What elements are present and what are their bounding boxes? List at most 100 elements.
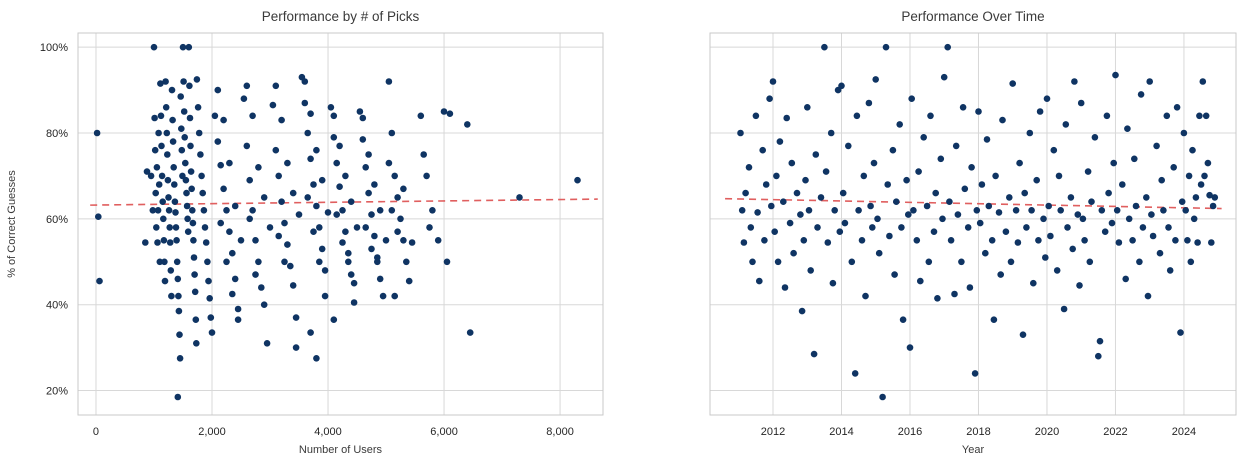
- scatter-point: [1153, 142, 1160, 150]
- scatter-point: [1110, 159, 1117, 167]
- scatter-point: [313, 202, 320, 210]
- scatter-point: [287, 262, 294, 270]
- scatter-point: [1204, 159, 1212, 167]
- scatter-point: [1148, 211, 1155, 218]
- scatter-point: [330, 112, 338, 120]
- scatter-point: [1211, 194, 1219, 201]
- scatter-point: [169, 138, 177, 145]
- scatter-point: [229, 249, 236, 257]
- scatter-point: [142, 239, 149, 246]
- scatter-point: [976, 219, 984, 227]
- scatter-point: [975, 108, 982, 115]
- scatter-point: [1156, 249, 1164, 257]
- scatter-point: [333, 211, 341, 218]
- scatter-point: [1101, 228, 1109, 235]
- scatter-point: [1069, 245, 1076, 253]
- scatter-point: [289, 189, 297, 197]
- scatter-point: [275, 172, 283, 180]
- scatter-point: [889, 146, 897, 154]
- scatter-point: [143, 168, 151, 175]
- scatter-point: [1016, 159, 1023, 167]
- scatter-point: [776, 138, 784, 145]
- scatter-point: [281, 258, 288, 266]
- scatter-point: [1096, 337, 1104, 345]
- scatter-point: [168, 86, 176, 94]
- scatter-point: [964, 224, 972, 231]
- scatter-point: [255, 258, 262, 266]
- scatter-point: [275, 232, 283, 240]
- scatter-point: [217, 219, 224, 227]
- scatter-point: [198, 172, 205, 180]
- scatter-point: [307, 155, 314, 163]
- scatter-point: [172, 209, 179, 216]
- scatter-point: [1177, 329, 1184, 336]
- x-tick-label: 2016: [898, 426, 922, 438]
- scatter-point: [990, 316, 998, 324]
- scatter-point: [336, 142, 343, 150]
- scatter-point: [174, 393, 182, 401]
- scatter-point: [1139, 224, 1147, 231]
- scatter-point: [440, 108, 448, 115]
- scatter-point: [995, 209, 1003, 216]
- scatter-point: [189, 219, 197, 227]
- scatter-point: [1113, 207, 1121, 214]
- scatter-point: [186, 114, 194, 122]
- scatter-point: [797, 211, 804, 218]
- scatter-point: [307, 329, 314, 336]
- scatter-point: [869, 224, 876, 231]
- scatter-point: [316, 258, 323, 266]
- scatter-point: [802, 176, 809, 184]
- scatter-point: [313, 355, 320, 362]
- scatter-point: [223, 258, 230, 266]
- scatter-point: [178, 146, 186, 154]
- scatter-point: [814, 224, 821, 231]
- scatter-point: [202, 239, 210, 246]
- scatter-point: [163, 129, 171, 137]
- scatter-point: [908, 95, 915, 102]
- scatter-point: [913, 237, 921, 244]
- scatter-point: [162, 78, 169, 85]
- scatter-point: [240, 95, 248, 102]
- scatter-point: [1021, 189, 1028, 197]
- scatter-point: [824, 239, 832, 246]
- scatter-point: [180, 108, 188, 115]
- scatter-point: [180, 78, 187, 85]
- scatter-point: [382, 237, 390, 244]
- scatter-point: [371, 232, 378, 240]
- scatter-point: [182, 159, 189, 167]
- scatter-point: [420, 151, 428, 158]
- scatter-point: [1160, 207, 1167, 214]
- scatter-point: [1074, 211, 1082, 218]
- scatter-point: [1012, 207, 1020, 214]
- scatter-point: [1132, 202, 1140, 210]
- scatter-point: [768, 202, 775, 210]
- scatter-point: [788, 159, 796, 167]
- scatter-point: [324, 209, 332, 216]
- scatter-point: [1199, 78, 1207, 85]
- scatter-point: [1158, 176, 1165, 184]
- x-tick-label: 2,000: [198, 426, 226, 438]
- scatter-point: [516, 194, 523, 201]
- scatter-point: [347, 271, 355, 278]
- scatter-point: [761, 237, 768, 244]
- scatter-point: [1143, 194, 1150, 201]
- scatter-point: [839, 189, 847, 197]
- scatter-point: [1192, 194, 1200, 201]
- x-tick-label: 2022: [1103, 426, 1127, 438]
- x-tick-label: 8,000: [546, 426, 574, 438]
- scatter-point: [304, 129, 312, 137]
- scatter-point: [793, 189, 801, 197]
- scatter-point: [985, 202, 993, 210]
- scatter-point: [443, 258, 451, 266]
- scatter-point: [345, 258, 352, 266]
- scatter-point: [164, 151, 171, 158]
- scatter-point: [1129, 237, 1136, 244]
- scatter-point: [176, 355, 184, 362]
- scatter-point: [183, 189, 190, 197]
- scatter-point: [388, 207, 396, 214]
- scatter-point: [845, 142, 852, 150]
- scatter-point: [200, 207, 208, 214]
- scatter-point: [426, 224, 433, 231]
- scatter-point: [446, 110, 454, 117]
- scatter-point: [1124, 125, 1131, 132]
